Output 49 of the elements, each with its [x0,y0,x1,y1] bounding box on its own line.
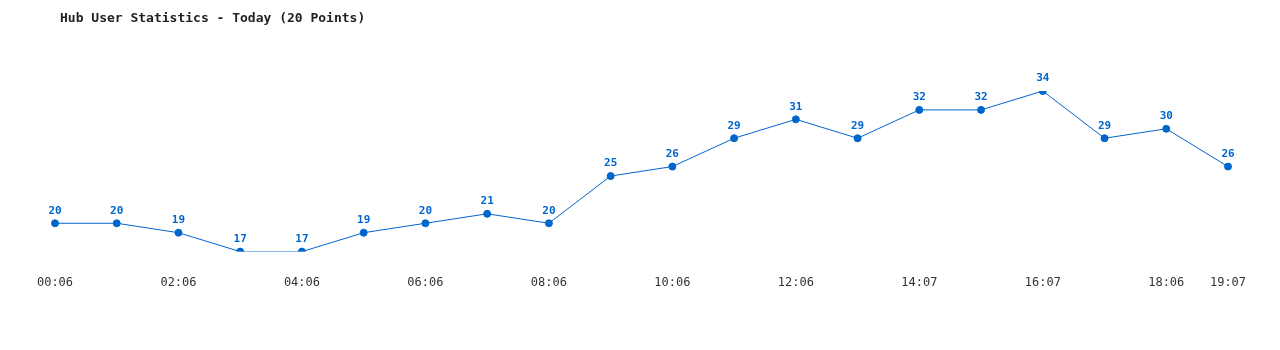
point [112,219,121,228]
x-tick-label: 12:06 [777,274,814,289]
x-tick-label: 10:06 [654,274,691,289]
data-label: 31 [789,99,803,113]
x-tick-label: 06:06 [407,274,444,289]
data-label: 29 [850,118,865,132]
data-label: 26 [1221,146,1235,160]
data-label: 34 [1036,71,1050,85]
data-label: 32 [912,90,926,104]
point [421,219,430,228]
point [1100,134,1109,143]
point [668,162,677,171]
data-label: 19 [357,213,371,227]
x-tick-label: 04:06 [283,274,321,289]
x-tick-label: 18:06 [1148,274,1185,289]
point [915,105,924,114]
x-tick-label: 00:06 [36,274,74,289]
data-label: 20 [48,203,62,217]
data-label: 30 [1159,109,1173,123]
data-label: 17 [233,231,247,245]
x-tick-label: 19:07 [1209,274,1247,289]
point [730,134,739,143]
point [606,172,615,181]
point [359,228,368,237]
x-tick-label: 16:07 [1024,274,1061,289]
x-tick-label: 14:07 [901,274,938,289]
data-label: 26 [665,146,680,160]
data-label: 25 [604,156,618,170]
point [791,115,800,124]
x-tick-label: 08:06 [530,274,567,289]
point [544,219,553,228]
data-label: 20 [542,203,556,217]
data-label: 19 [171,213,186,227]
data-label: 20 [110,203,124,217]
data-label: 17 [295,231,309,245]
point [1162,124,1171,133]
point [51,219,59,228]
data-label: 21 [480,194,495,208]
data-label: 32 [974,90,988,104]
data-label: 29 [1097,118,1112,132]
data-label: 20 [418,203,433,217]
x-tick-label: 02:06 [160,274,197,289]
point [174,228,183,237]
point [483,209,492,218]
point [853,134,862,143]
point [1224,162,1232,171]
chart-title: Hub User Statistics - Today (20 Points) [60,10,366,25]
point [977,105,986,114]
data-label: 29 [727,118,741,132]
